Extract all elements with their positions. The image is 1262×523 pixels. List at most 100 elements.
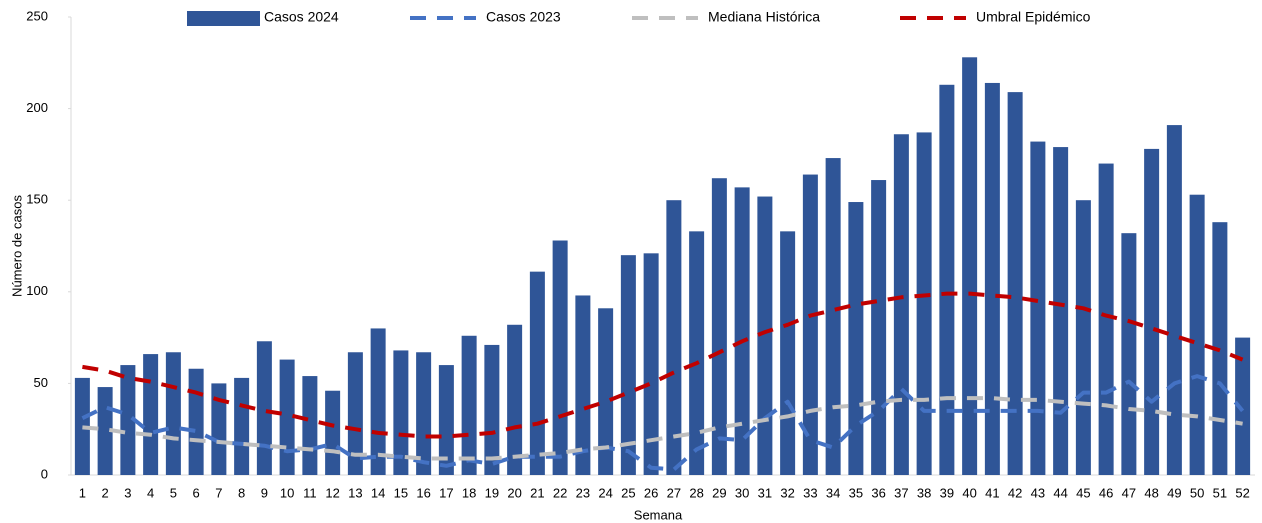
x-tick-label: 51 (1213, 485, 1227, 500)
bar (1007, 92, 1023, 475)
x-tick-label: 9 (261, 485, 268, 500)
x-tick-label: 23 (576, 485, 590, 500)
x-tick-label: 18 (462, 485, 476, 500)
x-tick-label: 12 (325, 485, 339, 500)
bar (188, 368, 204, 475)
bar (689, 231, 705, 475)
bar (211, 383, 227, 475)
bar (325, 390, 341, 475)
bar (1189, 194, 1205, 476)
x-tick-label: 37 (894, 485, 908, 500)
x-tick-label: 49 (1167, 485, 1181, 500)
bar (643, 253, 659, 475)
x-tick-label: 39 (940, 485, 954, 500)
x-tick-label: 40 (962, 485, 976, 500)
y-tick-label: 50 (34, 375, 48, 390)
bar (120, 365, 136, 475)
x-tick-label: 5 (170, 485, 177, 500)
bar (939, 84, 955, 475)
bar (871, 180, 887, 475)
x-tick-label: 34 (826, 485, 840, 500)
x-tick-label: 43 (1031, 485, 1045, 500)
bar (1053, 147, 1069, 475)
y-tick-label: 200 (26, 100, 48, 115)
x-axis-title: Semana (634, 507, 683, 522)
x-tick-label: 11 (303, 485, 317, 500)
x-tick-label: 46 (1099, 485, 1113, 500)
x-tick-label: 36 (871, 485, 885, 500)
x-tick-label: 26 (644, 485, 658, 500)
line (81, 374, 1245, 472)
bar (711, 178, 727, 475)
bar (143, 354, 159, 475)
x-tick-label: 28 (689, 485, 703, 500)
legend-label: Casos 2023 (486, 9, 561, 25)
bar (916, 132, 932, 475)
bar (962, 57, 978, 475)
bar (666, 200, 682, 475)
bar (757, 196, 773, 475)
bar (575, 295, 591, 475)
bar (1075, 200, 1091, 475)
x-tick-label: 41 (985, 485, 999, 500)
x-tick-label: 29 (712, 485, 726, 500)
legend-label: Mediana Histórica (708, 9, 820, 25)
bar (734, 187, 750, 475)
x-tick-label: 32 (780, 485, 794, 500)
x-tick-label: 6 (193, 485, 200, 500)
x-tick-label: 10 (280, 485, 294, 500)
bar (1235, 337, 1251, 475)
x-tick-label: 30 (735, 485, 749, 500)
bar (74, 377, 90, 475)
x-tick-label: 7 (215, 485, 222, 500)
bar (825, 158, 841, 475)
x-tick-label: 27 (667, 485, 681, 500)
bar (893, 134, 909, 476)
x-tick-label: 35 (849, 485, 863, 500)
bar (552, 240, 568, 475)
bar (1098, 163, 1114, 475)
x-tick-label: 21 (530, 485, 544, 500)
x-tick-label: 15 (394, 485, 408, 500)
x-tick-label: 17 (439, 485, 453, 500)
x-tick-label: 19 (485, 485, 499, 500)
bar (438, 365, 454, 475)
bar (620, 255, 636, 475)
x-tick-label: 50 (1190, 485, 1204, 500)
x-tick-label: 38 (917, 485, 931, 500)
bar (234, 377, 250, 475)
bar (1144, 148, 1160, 476)
bar (1030, 141, 1046, 476)
x-tick-label: 4 (147, 485, 154, 500)
bar (780, 231, 796, 475)
bar (507, 324, 523, 475)
legend-swatch (187, 11, 260, 26)
y-tick-label: 100 (26, 283, 48, 298)
legend-label: Casos 2024 (264, 9, 339, 25)
x-tick-label: 44 (1053, 485, 1067, 500)
y-tick-label: 250 (26, 8, 48, 23)
x-tick-label: 16 (416, 485, 430, 500)
x-tick-label: 13 (348, 485, 362, 500)
x-tick-label: 1 (79, 485, 86, 500)
legend: Casos 2024 Casos 2023 Mediana Histórica Umb… (187, 9, 1091, 26)
line (82, 396, 1243, 461)
x-tick-label: 20 (507, 485, 521, 500)
x-tick-label: 33 (803, 485, 817, 500)
bar (393, 350, 409, 475)
bar (256, 341, 272, 475)
x-tick-label: 48 (1144, 485, 1158, 500)
x-tick-label: 31 (758, 485, 772, 500)
y-axis-title: Número de casos (9, 195, 24, 297)
x-tick-label: 14 (371, 485, 385, 500)
x-tick-label: 3 (124, 485, 131, 500)
y-tick-label: 0 (41, 466, 48, 481)
bar (848, 202, 864, 476)
bar (802, 174, 818, 475)
line (82, 291, 1244, 439)
bar (370, 328, 386, 475)
bar (598, 308, 614, 475)
x-tick-label: 22 (553, 485, 567, 500)
bar (302, 376, 318, 475)
bar (165, 352, 181, 475)
